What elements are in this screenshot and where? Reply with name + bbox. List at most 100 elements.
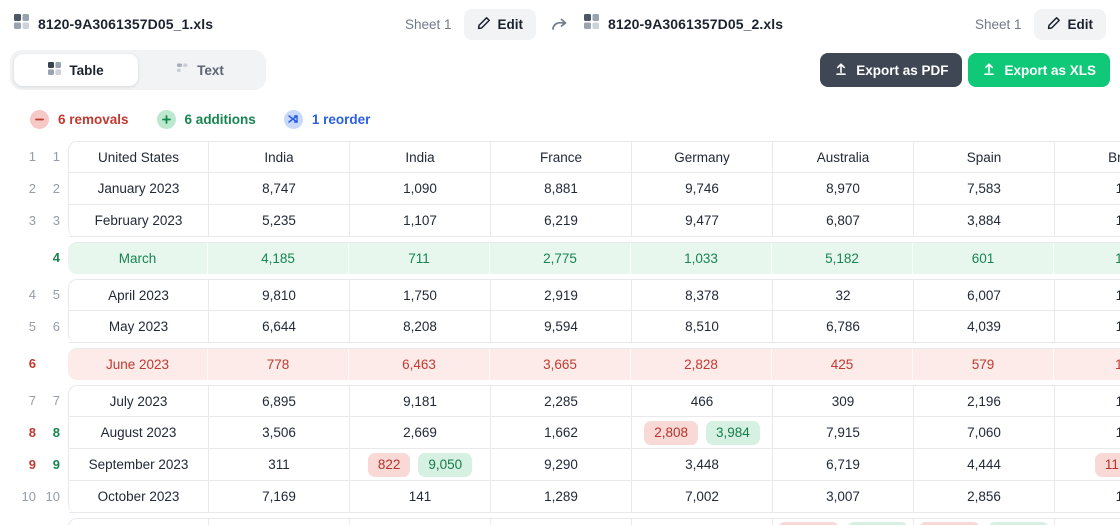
table-cell: 8,378 xyxy=(632,280,773,311)
table-cell: 8,970 xyxy=(773,173,914,205)
added-value-chip: 9,050 xyxy=(418,452,473,477)
table-row: 2 2 January 2023 8,747 1,090 8,881 9,746 8,970 7… xyxy=(0,173,1120,205)
table-cell: 12, xyxy=(1055,311,1120,343)
table-cell: February 2023 xyxy=(69,205,209,237)
row-cells: October 2023 7,169 141 1,289 7,002 3,007 2,856… xyxy=(68,481,1120,513)
table-cell: September 2023 xyxy=(69,449,209,481)
table-cell: 466 xyxy=(632,386,773,417)
row-number-old: 2 xyxy=(28,181,36,196)
table-cell: 11,345 12,586 xyxy=(914,519,1055,525)
table-cell: 8,747 xyxy=(209,173,350,205)
row-number-old: 3 xyxy=(28,213,36,228)
table-cell: March xyxy=(68,243,208,274)
row-number-old: 9 xyxy=(28,457,36,472)
compare-arrow-icon xyxy=(550,15,570,33)
table-cell: 6,219 xyxy=(491,205,632,237)
removed-value-chip: 822 xyxy=(367,452,411,477)
table-cell: 141 xyxy=(350,481,491,513)
table-cell: 2,775 xyxy=(490,243,631,274)
table-cell: 6,719 xyxy=(773,449,914,481)
left-edit-button[interactable]: Edit xyxy=(463,8,536,40)
export-xls-button[interactable]: Export as XLS xyxy=(968,53,1110,87)
tab-table[interactable]: Table xyxy=(14,54,138,86)
removals-badge: 6 removals xyxy=(30,109,129,129)
table-cell: 4,039 xyxy=(914,311,1055,343)
table-row: 1 1 United States India India France Germany Au… xyxy=(0,141,1120,173)
row-cells: February 2023 5,235 1,107 6,219 9,477 6,807 3,… xyxy=(68,205,1120,237)
right-edit-button[interactable]: Edit xyxy=(1033,8,1106,40)
table-cell: 7,583 xyxy=(914,173,1055,205)
reorders-label: 1 reorder xyxy=(311,111,371,127)
table-cell: 5,235 xyxy=(209,205,350,237)
right-file-info: 8120-9A3061357D05_2.xls xyxy=(584,14,783,34)
table-cell: 1,662 xyxy=(491,417,632,449)
table-cell: 579 xyxy=(913,349,1054,380)
table-cell: 6,786 xyxy=(773,311,914,343)
table-cell: 1,090 xyxy=(350,173,491,205)
left-file-panel: 8120-9A3061357D05_1.xls Sheet 1 Edit xyxy=(14,8,536,40)
table-cell: 425 xyxy=(772,349,913,380)
view-tabs: Table Text xyxy=(10,50,266,90)
table-row: 3 3 February 2023 5,235 1,107 6,219 9,477 6,807… xyxy=(0,205,1120,237)
row-cells: September 2023 311 822 9,050 9,290 3,448 6,719… xyxy=(68,449,1120,481)
table-cell: 2,856 xyxy=(914,481,1055,513)
table-cell: 7,169 xyxy=(209,481,350,513)
table-cell: 2,669 xyxy=(350,417,491,449)
table-cell: Australia xyxy=(773,142,914,173)
table-section-normal: 4 5 April 20239,8101,7502,9198,378326,0071… xyxy=(0,279,1120,343)
pencil-icon xyxy=(477,16,491,33)
export-actions: Export as PDF Export as XLS xyxy=(820,53,1110,87)
row-number-old: 6 xyxy=(28,356,36,371)
table-cell: 12, xyxy=(1054,349,1120,380)
table-row: 1111November 20231,1516,2333432,40411,34… xyxy=(0,518,1120,525)
table-cell: 9,810 xyxy=(209,280,350,311)
row-number-old: 8 xyxy=(28,425,36,440)
table-cell: 2,196 xyxy=(914,386,1055,417)
table-cell: 12, xyxy=(1054,243,1120,274)
table-cell: 1,033 xyxy=(631,243,772,274)
tab-table-label: Table xyxy=(69,62,104,78)
table-cell: 12, xyxy=(1055,417,1120,449)
row-number-new: 10 xyxy=(45,489,60,504)
table-cell: 12, xyxy=(1055,519,1120,525)
left-sheet-label: Sheet 1 xyxy=(404,16,452,32)
table-cell: 778 xyxy=(208,349,349,380)
row-number-old: 5 xyxy=(28,319,36,334)
table-cell: 6,807 xyxy=(773,205,914,237)
table-cell: July 2023 xyxy=(69,386,209,417)
row-cells: May 20236,6448,2089,5948,5106,7864,03912… xyxy=(68,311,1120,343)
table-cell: 1,151 xyxy=(209,519,350,525)
table-cell: 6,463 xyxy=(349,349,490,380)
table-cell: June 2023 xyxy=(68,349,208,380)
row-number-new xyxy=(36,348,60,380)
removed-value-chip: 11,345 xyxy=(778,522,839,525)
table-cell: 9,290 xyxy=(491,449,632,481)
export-pdf-button[interactable]: Export as PDF xyxy=(820,53,963,87)
added-value-chip: 3,984 xyxy=(706,420,760,445)
tab-text[interactable]: Text xyxy=(138,54,262,86)
table-cell: 4,444 xyxy=(914,449,1055,481)
tab-text-label: Text xyxy=(197,62,224,78)
table-cell: August 2023 xyxy=(69,417,209,449)
row-cells: November 20231,1516,2333432,404 11,345 12,… xyxy=(68,518,1120,525)
row-number-new: 8 xyxy=(52,425,60,440)
export-pdf-label: Export as PDF xyxy=(856,62,949,78)
table-cell: 6,895 xyxy=(209,386,350,417)
diff-table: 1 1 United States India India France Germany Au… xyxy=(0,141,1120,525)
row-number-new: 3 xyxy=(52,213,60,228)
table-row: 8 8 August 2023 3,506 2,669 1,662 2,808 3,984 7,… xyxy=(0,417,1120,449)
table-cell: 9,594 xyxy=(491,311,632,343)
left-edit-label: Edit xyxy=(497,16,524,32)
right-edit-label: Edit xyxy=(1067,16,1094,32)
table-cell: 1,750 xyxy=(350,280,491,311)
table-cell: 601 xyxy=(913,243,1054,274)
row-number-old: 10 xyxy=(21,489,36,504)
removed-value-chip: 2,808 xyxy=(644,420,698,445)
pencil-icon xyxy=(1047,16,1061,33)
right-sheet-label: Sheet 1 xyxy=(974,16,1022,32)
table-view-icon xyxy=(48,62,62,78)
